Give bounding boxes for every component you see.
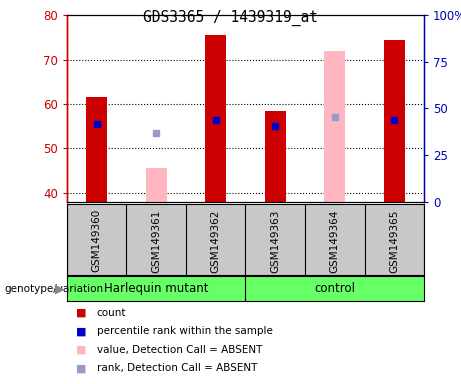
Bar	[146, 168, 166, 202]
Text: GDS3365 / 1439319_at: GDS3365 / 1439319_at	[143, 10, 318, 26]
Text: ▶: ▶	[55, 283, 65, 295]
Text: count: count	[97, 308, 126, 318]
Text: GSM149365: GSM149365	[390, 209, 399, 273]
Text: ■: ■	[76, 308, 87, 318]
Text: ■: ■	[76, 363, 87, 373]
Text: ■: ■	[76, 345, 87, 355]
Text: GSM149361: GSM149361	[151, 209, 161, 273]
Text: ■: ■	[76, 326, 87, 336]
Text: genotype/variation: genotype/variation	[5, 284, 104, 294]
Bar	[265, 111, 286, 202]
Bar	[205, 35, 226, 202]
Bar	[325, 51, 345, 202]
Text: Harlequin mutant: Harlequin mutant	[104, 283, 208, 295]
Bar	[86, 98, 107, 202]
Text: rank, Detection Call = ABSENT: rank, Detection Call = ABSENT	[97, 363, 257, 373]
Text: GSM149362: GSM149362	[211, 209, 221, 273]
Text: GSM149363: GSM149363	[270, 209, 280, 273]
Bar	[384, 40, 405, 202]
Text: value, Detection Call = ABSENT: value, Detection Call = ABSENT	[97, 345, 262, 355]
Text: GSM149364: GSM149364	[330, 209, 340, 273]
Text: control: control	[314, 283, 355, 295]
Text: GSM149360: GSM149360	[92, 209, 101, 273]
Text: percentile rank within the sample: percentile rank within the sample	[97, 326, 273, 336]
